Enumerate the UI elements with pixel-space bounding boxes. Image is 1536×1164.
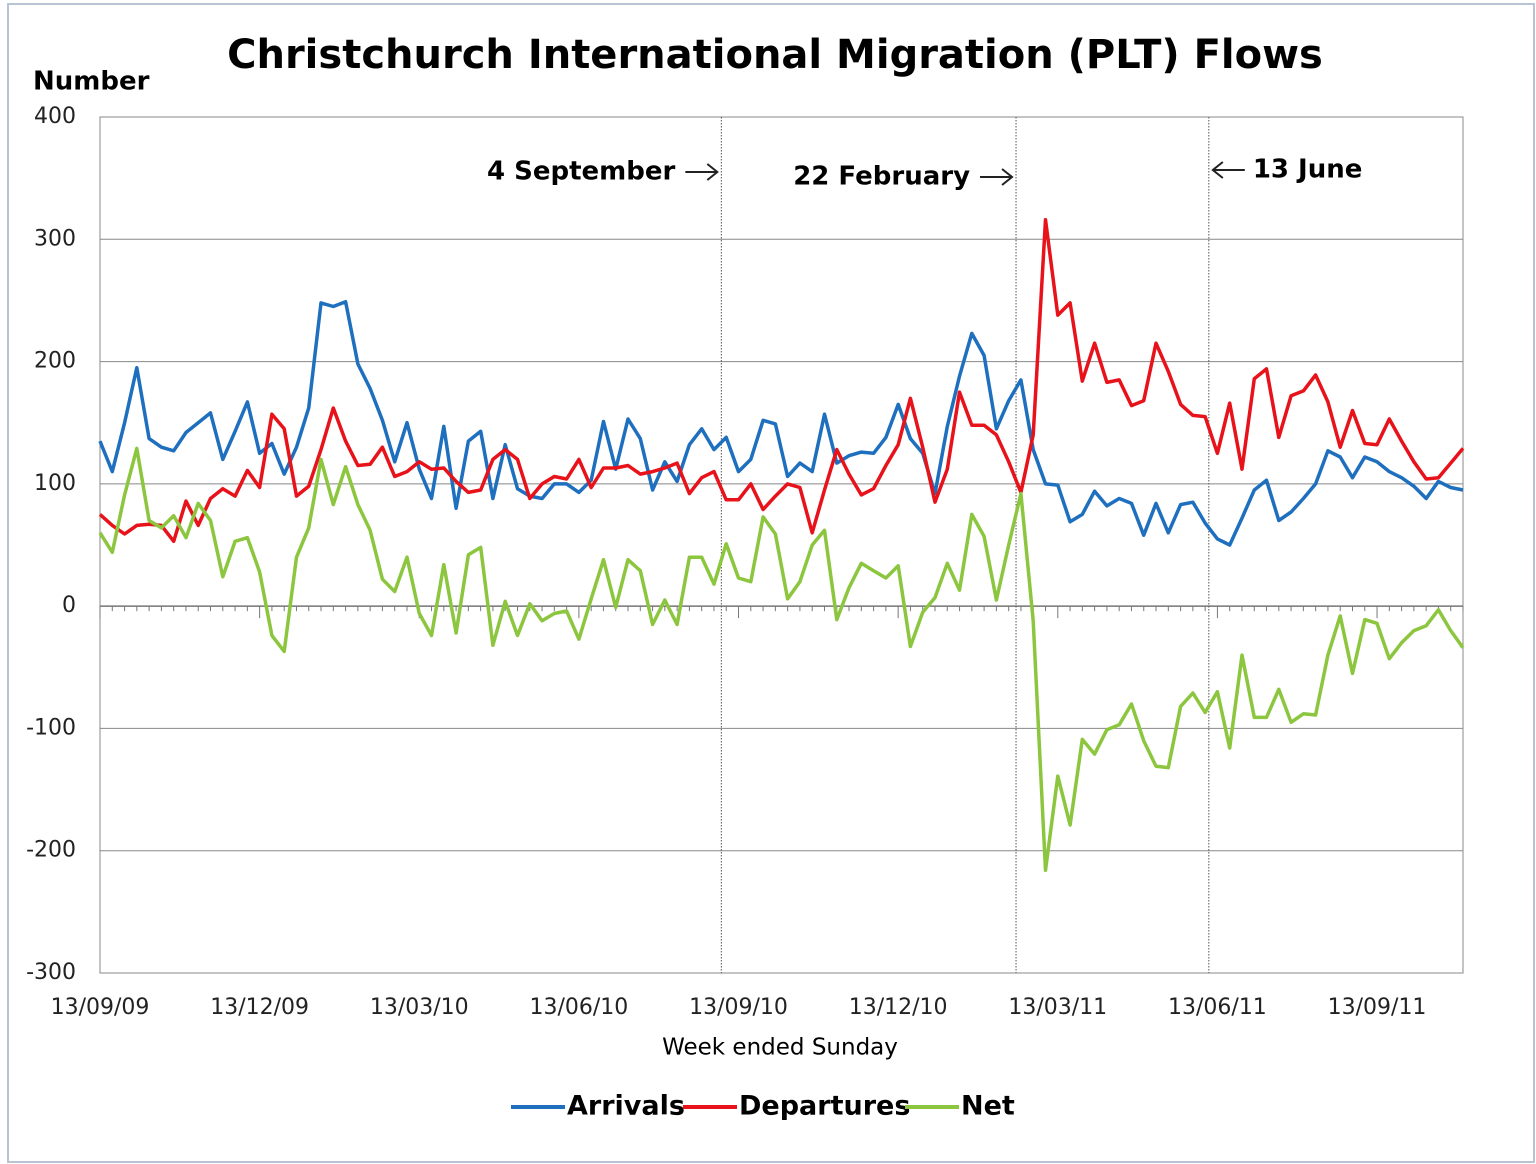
legend-label: Departures bbox=[739, 1091, 910, 1122]
plot-area bbox=[99, 116, 1464, 974]
chart-title: Christchurch International Migration (PL… bbox=[227, 32, 1323, 78]
y-tick-label: 100 bbox=[34, 471, 76, 496]
x-tick-label: 13/09/09 bbox=[51, 995, 150, 1020]
x-tick-label: 13/12/10 bbox=[849, 995, 948, 1020]
y-tick-label: 400 bbox=[34, 104, 76, 129]
x-tick-label: 13/06/11 bbox=[1168, 995, 1267, 1020]
legend-label: Arrivals bbox=[567, 1091, 685, 1122]
x-tick-label: 13/09/10 bbox=[689, 995, 788, 1020]
y-tick-label: -100 bbox=[26, 715, 76, 740]
annotation: 13 June bbox=[1253, 155, 1363, 185]
x-tick-label: 13/03/11 bbox=[1008, 995, 1107, 1020]
arrow bbox=[980, 168, 1014, 186]
y-tick-label: -300 bbox=[26, 960, 76, 985]
x-axis-title: Week ended Sunday bbox=[662, 1035, 898, 1061]
x-tick-label: 13/03/10 bbox=[370, 995, 469, 1020]
y-tick-label: 0 bbox=[62, 593, 76, 618]
x-tick-label: 13/09/11 bbox=[1328, 995, 1427, 1020]
arrow bbox=[1211, 161, 1245, 179]
annotation: 22 February bbox=[793, 162, 970, 192]
series-line bbox=[98, 217, 1465, 544]
series-line bbox=[98, 446, 1465, 873]
arrow bbox=[685, 163, 719, 181]
legend-label: Net bbox=[961, 1091, 1015, 1122]
y-tick-label: -200 bbox=[26, 838, 76, 863]
x-tick-label: 13/12/09 bbox=[210, 995, 309, 1020]
annotation: 4 September bbox=[487, 157, 676, 187]
frame bbox=[7, 3, 1535, 1163]
series-line bbox=[98, 299, 1464, 547]
y-axis-title: Number bbox=[33, 67, 150, 97]
x-tick-label: 13/06/10 bbox=[529, 995, 628, 1020]
y-tick-label: 300 bbox=[34, 226, 76, 251]
y-tick-label: 200 bbox=[34, 349, 76, 374]
